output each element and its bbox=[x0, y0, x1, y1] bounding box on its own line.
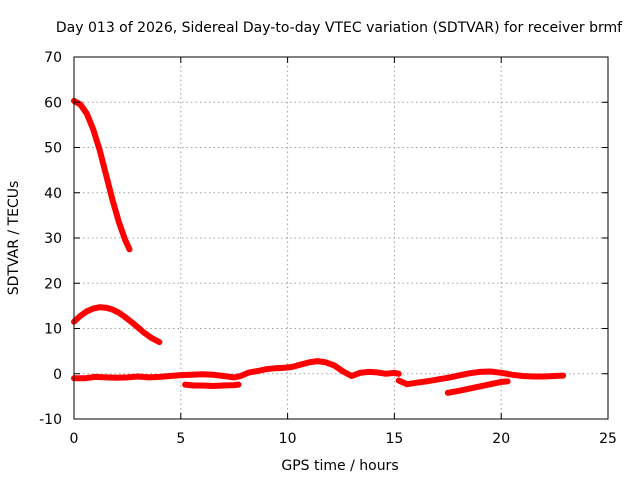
series-layer bbox=[71, 97, 567, 396]
series-arc-3 bbox=[71, 358, 402, 382]
y-tick-label: 0 bbox=[53, 367, 62, 383]
y-axis-label: SDTVAR / TECUs bbox=[6, 181, 22, 296]
x-tick-label: 5 bbox=[176, 431, 185, 447]
x-tick-label: 20 bbox=[492, 431, 510, 447]
axis-ticks: 0 5 10 15 20 25 -10 0 10 20 30 40 50 60 70 bbox=[39, 50, 617, 447]
x-tick-label: 25 bbox=[599, 431, 617, 447]
series-arc-5 bbox=[395, 368, 567, 388]
x-axis-label: GPS time / hours bbox=[281, 458, 398, 474]
y-tick-label: -10 bbox=[39, 412, 62, 428]
y-tick-label: 40 bbox=[44, 186, 62, 202]
series-arc-4 bbox=[182, 381, 242, 389]
grid bbox=[74, 57, 608, 419]
y-tick-label: 10 bbox=[44, 322, 62, 338]
y-tick-label: 50 bbox=[44, 141, 62, 157]
x-tick-label: 0 bbox=[70, 431, 79, 447]
series-arc-1 bbox=[71, 97, 133, 253]
y-tick-label: 70 bbox=[44, 50, 62, 66]
series-arc-6 bbox=[444, 378, 511, 396]
series-arc-2 bbox=[71, 304, 163, 346]
x-tick-label: 10 bbox=[279, 431, 297, 447]
y-tick-label: 60 bbox=[44, 95, 62, 111]
chart-title: Day 013 of 2026, Sidereal Day-to-day VTE… bbox=[56, 20, 623, 36]
y-tick-label: 30 bbox=[44, 231, 62, 247]
x-tick-label: 15 bbox=[385, 431, 403, 447]
y-tick-label: 20 bbox=[44, 276, 62, 292]
